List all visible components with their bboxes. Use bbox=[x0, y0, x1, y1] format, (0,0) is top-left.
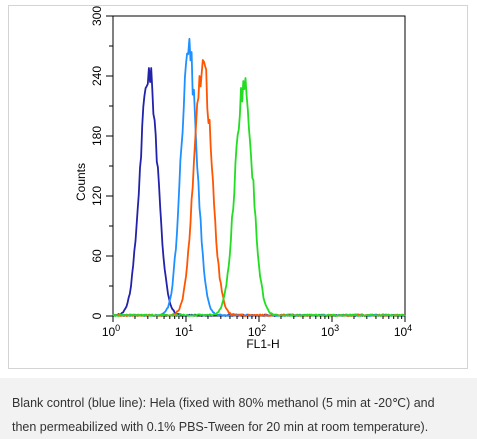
y-tick-label: 120 bbox=[90, 186, 104, 206]
histogram-series-line bbox=[112, 77, 406, 317]
y-tick-label: 60 bbox=[90, 249, 104, 263]
figure-frame: 0 60 120 180 240 300 100 101 102 103 104 Counts F… bbox=[8, 5, 468, 369]
y-axis-label: Counts bbox=[74, 163, 88, 201]
x-tick-label: 103 bbox=[321, 323, 339, 339]
histogram-chart: 0 60 120 180 240 300 100 101 102 103 104 Counts F… bbox=[74, 6, 412, 351]
figure-caption: Blank control (blue line): Hela (fixed w… bbox=[0, 378, 477, 439]
x-tick-label: 102 bbox=[248, 323, 266, 339]
y-tick-label: 300 bbox=[90, 6, 104, 26]
y-tick-label: 180 bbox=[90, 126, 104, 146]
histogram-series-line bbox=[112, 67, 406, 317]
x-tick-label: 101 bbox=[175, 323, 193, 339]
histogram-series-line bbox=[112, 59, 406, 317]
x-tick-label: 100 bbox=[102, 323, 120, 339]
x-axis-label: FL1-H bbox=[246, 337, 279, 351]
caption-line-2: then permeabilized with 0.1% PBS-Tween f… bbox=[12, 420, 429, 434]
y-tick-label: 240 bbox=[90, 66, 104, 86]
caption-line-1: Blank control (blue line): Hela (fixed w… bbox=[12, 396, 435, 410]
x-tick-label: 104 bbox=[394, 323, 412, 339]
y-tick-label: 0 bbox=[90, 312, 104, 319]
